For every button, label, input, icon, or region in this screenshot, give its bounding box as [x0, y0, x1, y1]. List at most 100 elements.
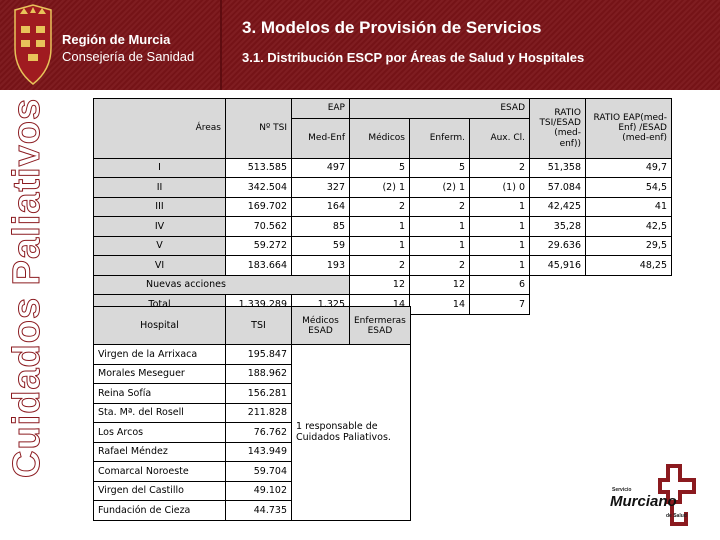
- page-title: 3. Modelos de Provisión de Servicios: [242, 18, 542, 37]
- hospital-name: Reina Sofía: [93, 383, 226, 404]
- region-name: Región de Murcia: [62, 32, 171, 47]
- empty-cell: [529, 294, 672, 314]
- table-row: I 513.585 497 5 5 2 51,358 49,7: [93, 157, 672, 178]
- total-aux-cell: 7: [469, 294, 530, 315]
- med-enf-cell: 164: [291, 196, 350, 217]
- ratio-eap-esad-cell: 49,7: [585, 157, 672, 178]
- page-subtitle: 3.1. Distribución ESCP por Áreas de Salu…: [242, 50, 585, 65]
- hospital-tsi: 59.704: [225, 461, 292, 482]
- hospital-tsi: 195.847: [225, 344, 292, 365]
- hospital-name: Rafael Méndez: [93, 441, 226, 462]
- area-cell: III: [93, 196, 226, 217]
- tsi-cell: 59.272: [225, 235, 292, 256]
- hospital-row: Fundación de Cieza 44.735: [93, 500, 411, 521]
- ratio-eap-esad-cell: 48,25: [585, 255, 672, 276]
- hospital-name: Virgen del Castillo: [93, 480, 226, 501]
- ratio-tsi-esad-cell: 57.084: [529, 177, 586, 198]
- enferm-cell: 1: [409, 235, 470, 256]
- ratio-tsi-esad-cell: 45,916: [529, 255, 586, 276]
- main-table-wrapper: Áreas Nº TSI EAP ESAD RATIO TSI/ESAD (me…: [93, 98, 697, 315]
- empty-cell: [529, 275, 672, 295]
- tsi-cell: 169.702: [225, 196, 292, 217]
- nuevas-medicos-cell: 12: [349, 274, 410, 295]
- department-name: Consejería de Sanidad: [62, 49, 195, 64]
- table-row: III 169.702 164 2 2 1 42,425 41: [93, 196, 672, 217]
- hospital-table: Hospital TSI Médicos ESAD Enfermeras ESA…: [93, 306, 411, 521]
- enferm-cell: 1: [409, 216, 470, 237]
- med-enf-cell: 497: [291, 157, 350, 178]
- enferm-cell: 2: [409, 255, 470, 276]
- header-enfermeras-esad: Enfermeras ESAD: [349, 306, 411, 345]
- tsi-cell: 70.562: [225, 216, 292, 237]
- ratio-eap-esad-cell: 41: [585, 196, 672, 217]
- table-row: VI 183.664 193 2 2 1 45,916 48,25: [93, 255, 672, 276]
- tsi-cell: 183.664: [225, 255, 292, 276]
- medicos-cell: 5: [349, 157, 410, 178]
- aux-cell: 1: [469, 216, 530, 237]
- hospital-tsi: 211.828: [225, 402, 292, 423]
- nuevas-enferm-cell: 12: [409, 274, 470, 295]
- medicos-cell: 2: [349, 255, 410, 276]
- enferm-cell: 2: [409, 196, 470, 217]
- medicos-cell: 1: [349, 216, 410, 237]
- aux-cell: (1) 0: [469, 177, 530, 198]
- header-hospital: Hospital: [93, 306, 226, 345]
- sidebar: [0, 90, 50, 540]
- tsi-cell: 513.585: [225, 157, 292, 178]
- nuevas-acciones-label: Nuevas acciones: [93, 274, 350, 295]
- ratio-tsi-esad-cell: 42,425: [529, 196, 586, 217]
- hospital-tsi: 76.762: [225, 422, 292, 443]
- header-med-enf: Med-Enf: [291, 117, 350, 159]
- table-subheader-row: Med-Enf Médicos Enferm. Aux. Cl.: [94, 117, 672, 159]
- header-tsi: Nº TSI: [225, 98, 292, 159]
- coat-of-arms-icon: [14, 4, 52, 85]
- header-banner: Región de Murcia Consejería de Sanidad 3…: [0, 0, 720, 90]
- area-cell: IV: [93, 216, 226, 237]
- hospital-name: Sta. Mª. del Rosell: [93, 402, 226, 423]
- nuevas-aux-cell: 6: [469, 274, 530, 295]
- hospital-name: Los Arcos: [93, 422, 226, 443]
- area-cell: V: [93, 235, 226, 256]
- ratio-eap-esad-cell: 54,5: [585, 177, 672, 198]
- hospital-tsi: 44.735: [225, 500, 292, 521]
- area-cell: I: [93, 157, 226, 178]
- aux-cell: 1: [469, 235, 530, 256]
- hospital-row: Morales Meseguer 188.962: [93, 363, 411, 384]
- header-ratio-eap-esad: RATIO EAP(med-Enf) /ESAD (med-enf): [585, 98, 672, 159]
- med-enf-cell: 327: [291, 177, 350, 198]
- area-cell: VI: [93, 255, 226, 276]
- logo-text-bottom: de Salud: [666, 513, 687, 519]
- med-enf-cell: 59: [291, 235, 350, 256]
- hospital-name: Comarcal Noroeste: [93, 461, 226, 482]
- logo-text-main: Murciano: [610, 493, 677, 510]
- sms-logo-icon: [658, 464, 696, 526]
- ratio-tsi-esad-cell: 51,358: [529, 157, 586, 178]
- med-enf-cell: 85: [291, 216, 350, 237]
- header-aux-cl: Aux. Cl.: [469, 117, 530, 159]
- hospital-tsi: 188.962: [225, 363, 292, 384]
- tsi-cell: 342.504: [225, 177, 292, 198]
- header-divider: [220, 0, 222, 90]
- ratio-eap-esad-cell: 29,5: [585, 235, 672, 256]
- total-enferm-cell: 14: [409, 294, 470, 315]
- hospital-tsi: 143.949: [225, 441, 292, 462]
- table-row: V 59.272 59 1 1 1 29.636 29,5: [93, 235, 672, 256]
- header-eap: EAP: [291, 98, 350, 119]
- header-esad: ESAD: [349, 98, 530, 119]
- table-row: IV 70.562 85 1 1 1 35,28 42,5: [93, 216, 672, 237]
- aux-cell: 1: [469, 255, 530, 276]
- hospital-tsi: 156.281: [225, 383, 292, 404]
- header-medicos: Médicos: [349, 117, 410, 159]
- header-hospital-tsi: TSI: [225, 306, 292, 345]
- hospital-name: Virgen de la Arrixaca: [93, 344, 226, 365]
- ratio-tsi-esad-cell: 29.636: [529, 235, 586, 256]
- medicos-cell: 1: [349, 235, 410, 256]
- hospital-name: Fundación de Cieza: [93, 500, 226, 521]
- areas-table: Áreas Nº TSI EAP ESAD RATIO TSI/ESAD (me…: [93, 98, 672, 315]
- sidebar-vertical-title: Cuidados Paliativos: [6, 97, 49, 478]
- aux-cell: 2: [469, 157, 530, 178]
- table-row: II 342.504 327 (2) 1 (2) 1 (1) 0 57.084 …: [93, 177, 672, 198]
- hospital-tsi: 49.102: [225, 480, 292, 501]
- logo-text-top: Servicio: [612, 487, 632, 493]
